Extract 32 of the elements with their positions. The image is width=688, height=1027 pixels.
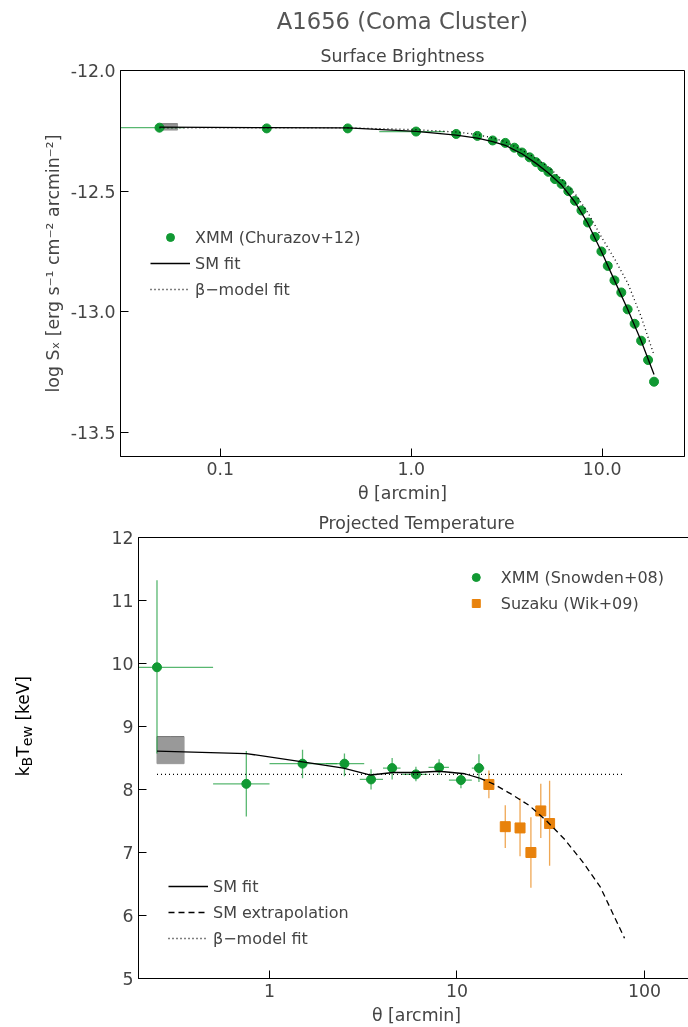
legend-label: SM extrapolation — [213, 902, 349, 922]
legend-label: β−model fit — [213, 928, 308, 948]
y-tick-label: -12.5 — [70, 181, 116, 202]
x-tick-label: 10 — [445, 980, 469, 1001]
legend-label: SM fit — [195, 253, 241, 273]
x-tick-label: 10.0 — [582, 458, 622, 479]
chart-subtitle: Surface Brightness — [320, 45, 485, 66]
chart-title: Projected Temperature — [318, 512, 515, 533]
x-axis-title: θ [arcmin] — [371, 1004, 462, 1025]
y-tick-label: 7 — [122, 843, 134, 863]
legend-label: SM fit — [213, 876, 259, 896]
x-tick-label: 1 — [264, 980, 276, 1001]
y-tick-label: 5 — [122, 969, 134, 989]
x-tick-label: 100 — [627, 980, 661, 1001]
chart-title: A1656 (Coma Cluster) — [276, 7, 529, 34]
legend-label: XMM (Snowden+08) — [500, 567, 664, 587]
y-tick-label: -12.0 — [70, 61, 116, 81]
x-tick-label: 0.1 — [206, 458, 235, 479]
y-tick-label: 9 — [122, 717, 134, 737]
y-tick-label: 11 — [111, 591, 134, 611]
y-tick-label: 6 — [122, 906, 134, 926]
y-tick-label: -13.0 — [70, 302, 116, 323]
legend-label: β−model fit — [195, 279, 290, 299]
legend-label: XMM (Churazov+12) — [195, 227, 361, 247]
y-tick-label: 8 — [122, 780, 134, 800]
y-axis-title: log Sₓ [erg s⁻¹ cm⁻² arcmin⁻²] — [42, 134, 63, 393]
y-tick-label: 10 — [111, 654, 134, 674]
legend-label: Suzaku (Wik+09) — [500, 593, 639, 613]
y-tick-label: 12 — [111, 528, 134, 548]
x-tick-label: 1.0 — [397, 458, 426, 479]
x-axis-title: θ [arcmin] — [357, 482, 448, 503]
y-tick-label: -13.5 — [70, 422, 116, 443]
